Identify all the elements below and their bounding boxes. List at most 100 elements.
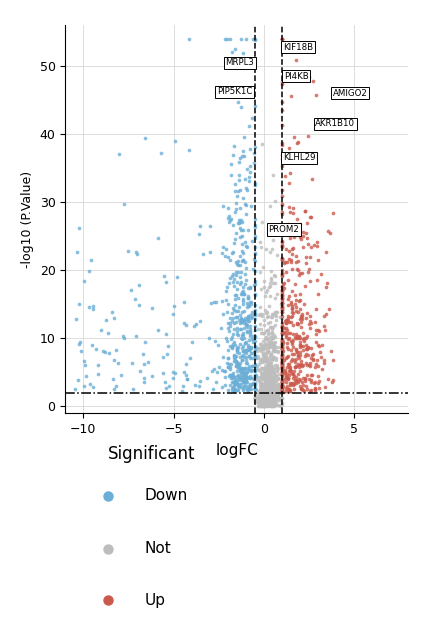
Point	[273, 392, 280, 402]
Point	[279, 360, 286, 370]
Point	[239, 256, 245, 266]
Point	[261, 364, 268, 374]
Point	[258, 357, 265, 367]
Point	[279, 364, 286, 374]
Point	[232, 228, 239, 239]
Point	[258, 379, 265, 389]
Point	[181, 317, 188, 327]
Point	[269, 342, 276, 352]
Point	[279, 362, 286, 372]
Point	[294, 138, 301, 148]
Point	[271, 338, 278, 348]
Point	[265, 346, 272, 356]
Point	[239, 334, 246, 344]
Point	[240, 369, 247, 379]
Point	[227, 370, 234, 380]
Point	[282, 377, 289, 387]
Point	[270, 367, 277, 377]
Point	[128, 285, 134, 295]
Point	[227, 373, 234, 383]
Point	[251, 372, 258, 382]
Point	[310, 355, 317, 365]
Point	[231, 234, 238, 244]
Point	[287, 256, 294, 266]
Point	[236, 360, 242, 370]
Point	[265, 384, 272, 394]
Point	[265, 317, 272, 327]
Point	[294, 264, 301, 274]
Point	[279, 375, 286, 385]
Point	[279, 380, 286, 390]
Point	[294, 319, 301, 329]
Point	[329, 355, 336, 365]
Point	[258, 369, 264, 379]
Point	[170, 367, 177, 377]
Point	[229, 332, 235, 342]
Point	[252, 392, 258, 403]
Point	[259, 369, 266, 379]
Point	[273, 346, 280, 356]
Point	[211, 297, 218, 307]
Point	[259, 391, 266, 401]
Point	[245, 350, 252, 360]
Point	[274, 289, 281, 299]
Point	[234, 363, 241, 374]
Point	[264, 368, 270, 378]
Point	[234, 259, 240, 269]
Point	[269, 400, 275, 410]
Point	[269, 389, 276, 399]
Point	[268, 369, 275, 379]
Point	[266, 396, 272, 406]
Point	[232, 358, 239, 369]
Point	[218, 365, 225, 375]
Point	[327, 228, 333, 238]
Point	[260, 350, 267, 360]
Point	[279, 357, 286, 367]
Point	[171, 136, 178, 146]
Point	[229, 371, 236, 381]
Point	[261, 397, 268, 407]
Point	[265, 396, 272, 406]
Point	[234, 343, 241, 353]
Point	[268, 382, 275, 392]
Point	[83, 371, 90, 381]
Point	[279, 288, 286, 298]
Point	[279, 322, 286, 333]
Point	[251, 384, 258, 394]
Point	[262, 394, 269, 404]
Point	[257, 384, 264, 394]
Point	[267, 371, 274, 381]
Point	[251, 331, 258, 341]
Point	[249, 34, 256, 44]
Point	[252, 392, 258, 403]
Point	[237, 324, 243, 334]
Point	[274, 384, 281, 394]
Point	[239, 330, 246, 340]
Point	[208, 366, 215, 376]
Point	[285, 345, 292, 355]
Point	[270, 389, 277, 399]
Point	[258, 394, 265, 404]
Point	[299, 314, 306, 324]
Point	[265, 379, 272, 389]
Point	[278, 363, 285, 374]
Point	[258, 397, 265, 407]
Point	[314, 339, 321, 350]
Point	[298, 309, 305, 319]
Point	[239, 218, 245, 228]
Point	[232, 300, 238, 310]
Point	[225, 298, 232, 309]
Point	[233, 317, 240, 327]
Point	[262, 354, 269, 364]
Point	[265, 380, 272, 391]
Point	[247, 201, 254, 211]
Point	[266, 396, 272, 406]
Point	[264, 379, 270, 389]
Point	[286, 206, 293, 216]
Point	[279, 386, 286, 396]
Point	[262, 386, 269, 396]
Point	[300, 360, 306, 370]
Point	[279, 240, 286, 251]
Point	[272, 372, 278, 382]
Point	[242, 348, 249, 358]
